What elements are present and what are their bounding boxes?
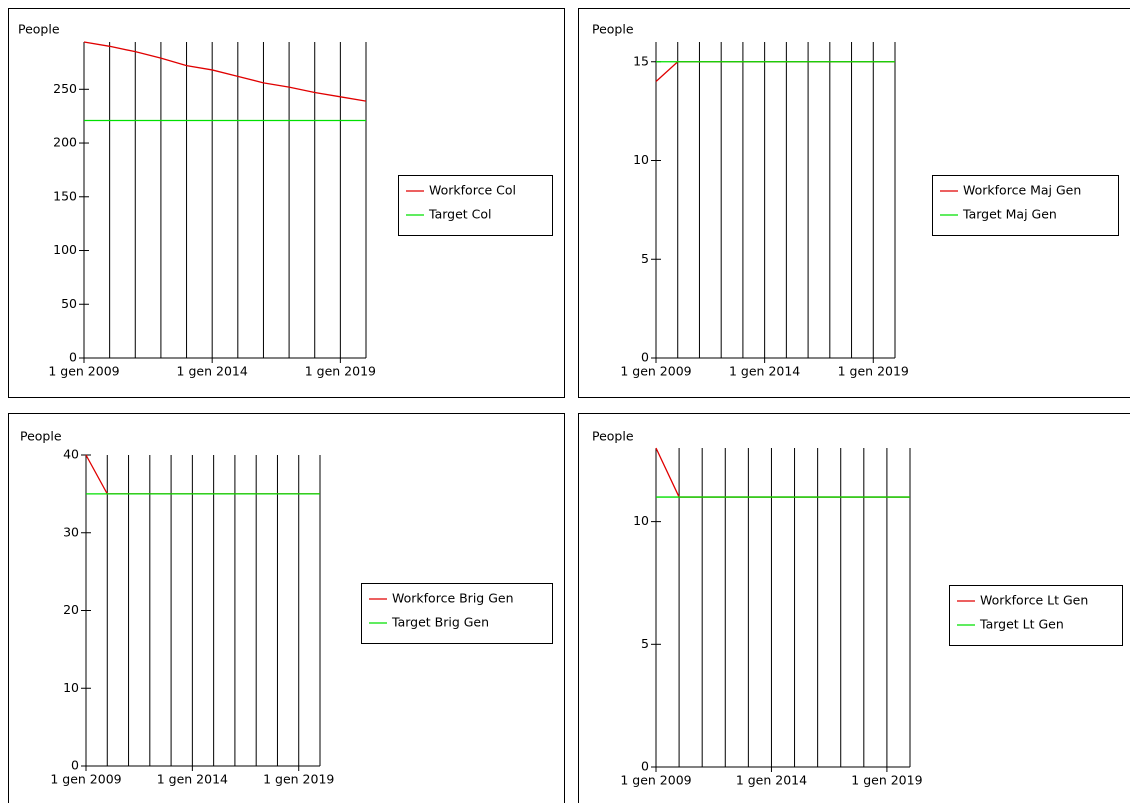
legend — [361, 583, 553, 644]
legend-label: Workforce Maj Gen — [963, 183, 1081, 198]
y-tick-label: 150 — [53, 188, 77, 203]
legend-label: Target Brig Gen — [391, 615, 489, 630]
x-tick-label: 1 gen 2014 — [157, 772, 228, 787]
y-tick-label: 10 — [63, 680, 79, 695]
x-tick-label: 1 gen 2019 — [851, 773, 922, 788]
legend-label: Target Maj Gen — [962, 207, 1057, 222]
y-tick-label: 40 — [63, 447, 79, 462]
legend-label: Workforce Brig Gen — [392, 591, 514, 606]
x-tick-label: 1 gen 2014 — [736, 773, 807, 788]
y-tick-label: 250 — [53, 81, 77, 96]
y-tick-label: 10 — [633, 513, 649, 528]
legend-label: Target Col — [428, 207, 492, 222]
y-tick-label: 100 — [53, 242, 77, 257]
x-tick-label: 1 gen 2019 — [305, 364, 376, 379]
y-tick-label: 15 — [633, 53, 649, 68]
y-axis-label: People — [18, 22, 60, 37]
legend-label: Target Lt Gen — [979, 617, 1064, 632]
y-tick-label: 20 — [63, 602, 79, 617]
y-axis-label: People — [592, 429, 634, 444]
x-tick-label: 1 gen 2009 — [50, 772, 121, 787]
y-tick-label: 0 — [641, 759, 649, 774]
y-tick-label: 0 — [71, 758, 79, 773]
y-tick-label: 200 — [53, 135, 77, 150]
series-line — [83, 41, 367, 102]
legend — [949, 585, 1123, 646]
y-tick-label: 30 — [63, 524, 79, 539]
legend — [932, 175, 1119, 236]
y-tick-label: 0 — [641, 350, 649, 365]
y-tick-label: 0 — [69, 350, 77, 365]
x-tick-label: 1 gen 2009 — [620, 773, 691, 788]
x-tick-label: 1 gen 2014 — [177, 364, 248, 379]
legend — [398, 175, 553, 236]
x-tick-label: 1 gen 2019 — [263, 772, 334, 787]
x-tick-label: 1 gen 2014 — [729, 364, 800, 379]
y-tick-label: 10 — [633, 152, 649, 167]
y-tick-label: 5 — [641, 636, 649, 651]
y-tick-label: 5 — [641, 251, 649, 266]
x-tick-label: 1 gen 2019 — [838, 364, 909, 379]
x-tick-label: 1 gen 2009 — [48, 364, 119, 379]
legend-label: Workforce Lt Gen — [980, 593, 1088, 608]
y-axis-label: People — [20, 429, 62, 444]
legend-label: Workforce Col — [429, 183, 516, 198]
y-tick-label: 50 — [61, 296, 77, 311]
x-tick-label: 1 gen 2009 — [620, 364, 691, 379]
y-axis-label: People — [592, 22, 634, 37]
